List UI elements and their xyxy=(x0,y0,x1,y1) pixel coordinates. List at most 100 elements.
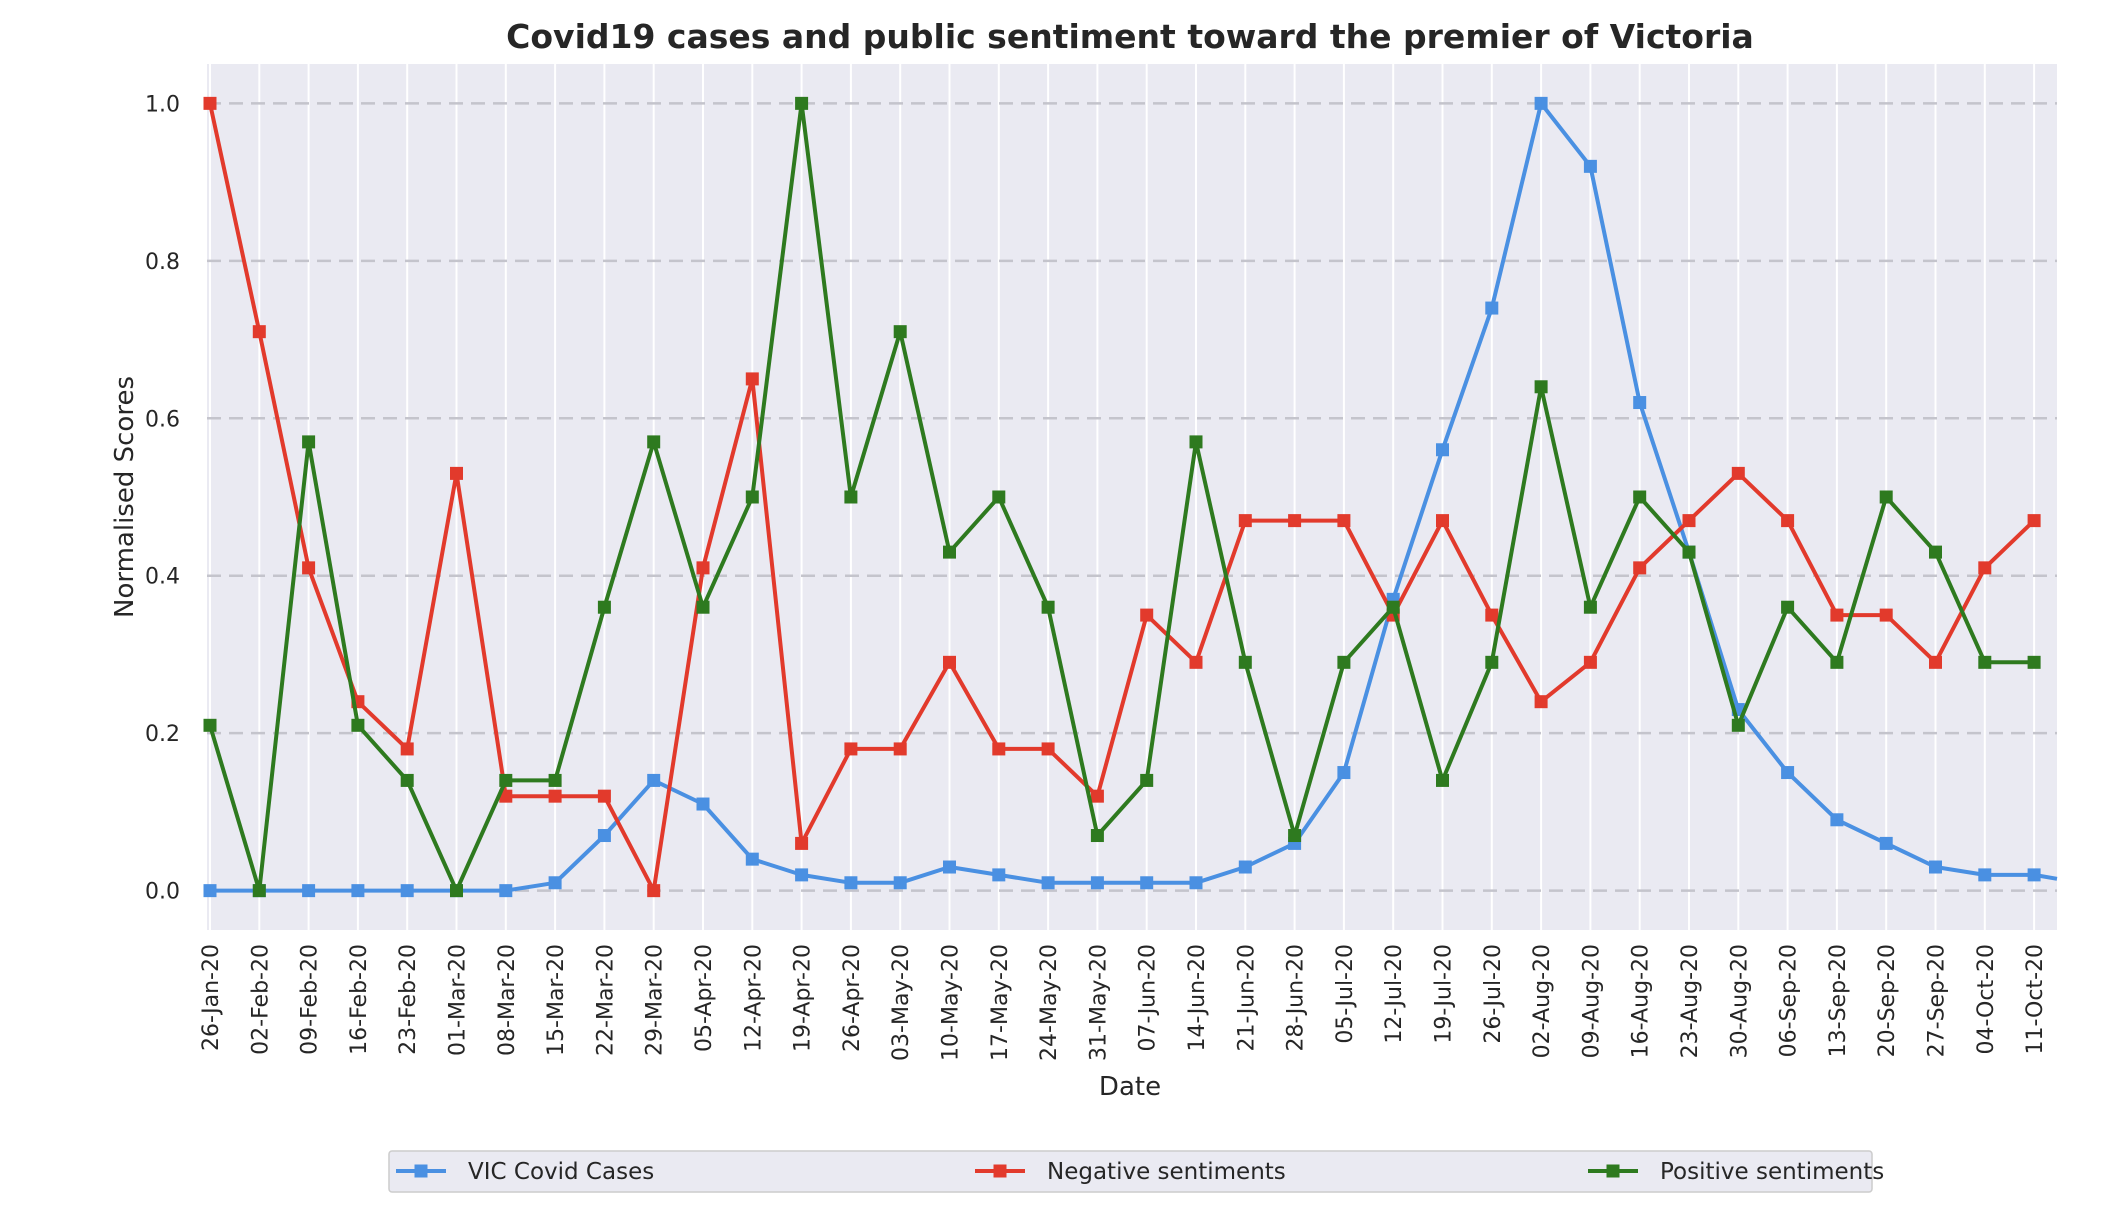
legend-marker xyxy=(414,1164,428,1178)
x-tick-label: 27-Sep-20 xyxy=(1925,944,1950,1057)
data-point xyxy=(696,797,710,811)
x-tick-label: 02-Aug-20 xyxy=(1530,944,1555,1058)
data-point xyxy=(844,876,858,890)
data-point xyxy=(1929,860,1942,874)
x-tick-labels: 26-Jan-20 02-Feb-20 09-Feb-20 16-Feb-20 23-F… xyxy=(199,944,2048,1061)
data-point xyxy=(499,884,513,898)
data-point xyxy=(302,561,316,575)
plot-area xyxy=(207,64,2057,930)
data-point xyxy=(1090,789,1104,803)
data-point xyxy=(1534,380,1548,394)
data-point xyxy=(893,876,907,890)
data-point xyxy=(1238,655,1252,669)
data-point xyxy=(1929,545,1942,559)
data-point xyxy=(1731,466,1745,480)
x-tick-label: 26-Apr-20 xyxy=(840,944,865,1052)
x-tick-label: 13-Sep-20 xyxy=(1826,944,1851,1057)
x-tick-label: 09-Aug-20 xyxy=(1579,944,1604,1058)
data-point xyxy=(745,490,759,504)
data-point xyxy=(1929,655,1942,669)
data-point xyxy=(252,325,266,339)
data-point xyxy=(1534,695,1548,709)
data-point xyxy=(1140,773,1154,787)
legend-item-negative: Negative sentiments xyxy=(975,1159,1286,1185)
x-tick-label: 20-Sep-20 xyxy=(1875,944,1900,1057)
data-point xyxy=(1288,829,1302,843)
legend-marker xyxy=(993,1164,1007,1178)
data-point xyxy=(795,836,809,850)
data-point xyxy=(1189,435,1203,449)
data-point xyxy=(351,718,365,732)
data-point xyxy=(943,655,956,669)
x-tick-label: 16-Feb-20 xyxy=(347,944,372,1055)
x-tick-label: 14-Jun-20 xyxy=(1185,944,1210,1051)
data-point xyxy=(992,490,1006,504)
data-point xyxy=(1682,514,1696,528)
data-point xyxy=(2027,868,2041,882)
data-point xyxy=(1337,766,1351,780)
data-point xyxy=(548,773,562,787)
data-point xyxy=(745,372,759,386)
data-point xyxy=(1781,514,1795,528)
data-point xyxy=(795,96,809,110)
x-tick-label: 10-May-20 xyxy=(939,944,964,1061)
x-tick-label: 12-Apr-20 xyxy=(741,944,766,1052)
data-point xyxy=(1337,514,1351,528)
data-point xyxy=(252,884,266,898)
series-layer xyxy=(203,96,2058,898)
data-point xyxy=(1583,600,1597,614)
data-point xyxy=(1189,655,1203,669)
x-tick-label: 03-May-20 xyxy=(889,944,914,1061)
data-point xyxy=(1879,608,1893,622)
data-point xyxy=(2027,655,2041,669)
data-point xyxy=(1731,718,1745,732)
data-point xyxy=(1633,396,1647,410)
data-point xyxy=(1978,655,1992,669)
legend-marker xyxy=(1606,1164,1620,1178)
x-tick-label: 31-May-20 xyxy=(1086,944,1111,1061)
x-tick-label: 26-Jul-20 xyxy=(1481,944,1506,1044)
data-point xyxy=(1436,443,1449,457)
data-point xyxy=(1436,514,1449,528)
y-tick-label: 0.2 xyxy=(145,722,180,747)
x-tick-label: 23-Aug-20 xyxy=(1678,944,1703,1058)
series-line-positive xyxy=(208,101,2035,893)
chart-title: Covid19 cases and public sentiment towar… xyxy=(506,17,1754,56)
x-tick-label: 22-Mar-20 xyxy=(593,944,618,1056)
data-point xyxy=(1436,773,1449,787)
data-point xyxy=(943,860,956,874)
x-tick-label: 05-Apr-20 xyxy=(692,944,717,1052)
data-point xyxy=(1583,655,1597,669)
x-tick-label: 19-Jul-20 xyxy=(1432,944,1457,1044)
x-tick-label: 01-Mar-20 xyxy=(446,944,471,1056)
data-point xyxy=(795,868,809,882)
x-axis-label: Date xyxy=(1099,1072,1161,1102)
legend-label: Positive sentiments xyxy=(1660,1159,1884,1185)
data-point xyxy=(1485,655,1499,669)
x-tick-label: 08-Mar-20 xyxy=(495,944,520,1056)
x-tick-label: 16-Aug-20 xyxy=(1629,944,1654,1058)
series-line-negative xyxy=(208,102,2036,893)
data-point xyxy=(1386,600,1400,614)
data-point xyxy=(1337,655,1351,669)
data-point xyxy=(203,718,217,732)
data-point xyxy=(844,490,858,504)
data-point xyxy=(992,742,1006,756)
data-point xyxy=(745,852,759,866)
data-point xyxy=(351,884,365,898)
data-point xyxy=(992,868,1006,882)
data-point xyxy=(1830,608,1844,622)
data-point xyxy=(1879,836,1893,850)
data-point xyxy=(450,884,463,898)
data-point xyxy=(943,545,956,559)
data-point xyxy=(1682,545,1696,559)
legend-label: VIC Covid Cases xyxy=(468,1159,654,1185)
data-point xyxy=(400,742,414,756)
data-point xyxy=(1830,655,1844,669)
data-point xyxy=(1041,876,1055,890)
x-tick-label: 28-Jun-20 xyxy=(1284,944,1309,1051)
legend-label: Negative sentiments xyxy=(1047,1159,1286,1185)
data-point xyxy=(400,773,414,787)
x-tick-label: 26-Jan-20 xyxy=(199,944,224,1051)
